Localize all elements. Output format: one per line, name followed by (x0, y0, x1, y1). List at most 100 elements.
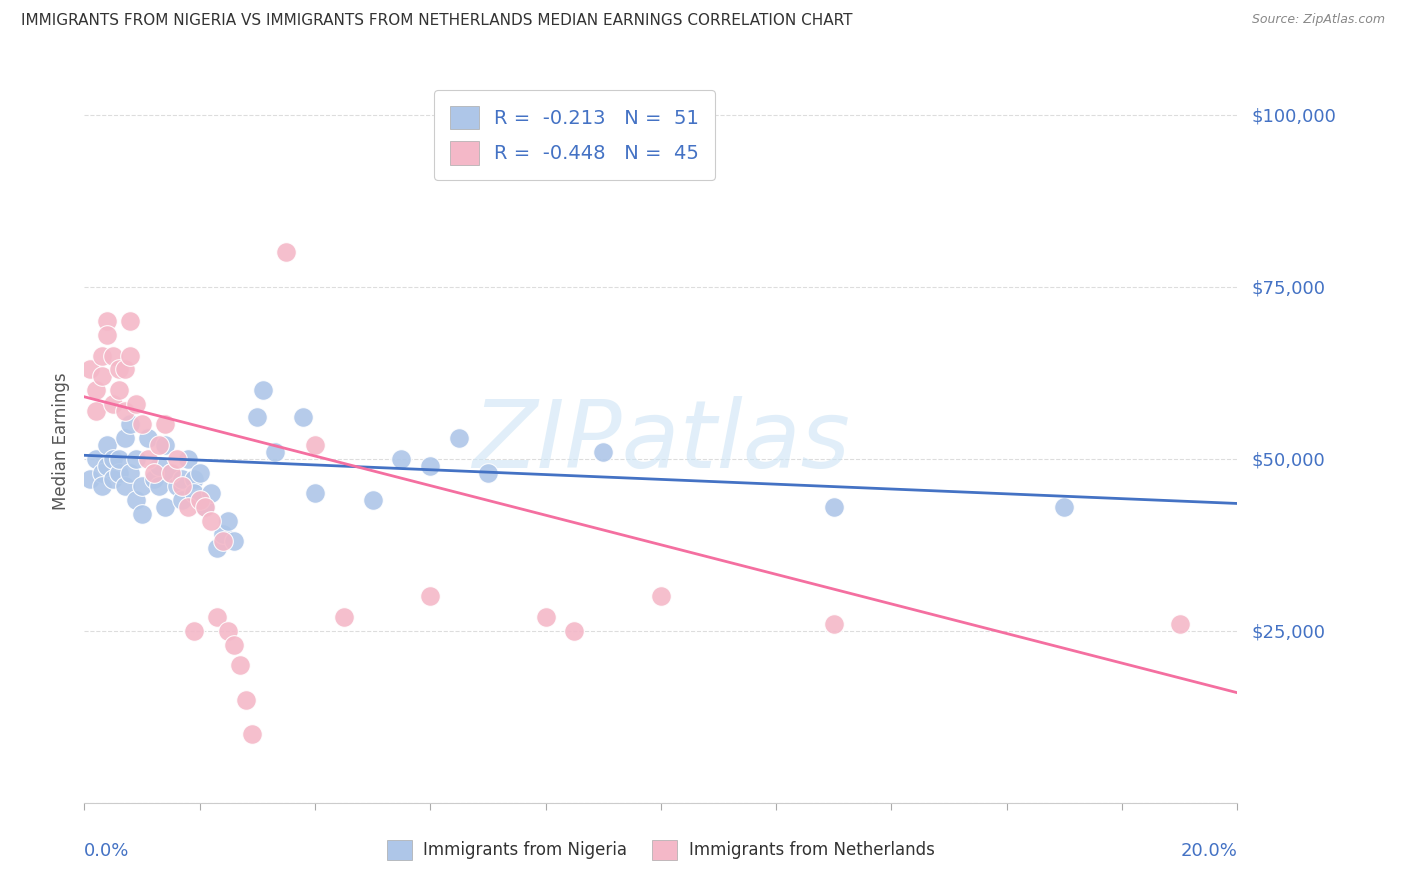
Point (200, 514, 222, 528)
Point (361, 493, 384, 508)
Point (125, 451, 148, 466)
Point (252, 383, 274, 397)
Point (235, 692, 257, 706)
Point (391, 451, 413, 466)
Text: ZIPatlas: ZIPatlas (472, 396, 849, 487)
Point (90, 466, 112, 480)
Point (419, 458, 441, 473)
Point (136, 451, 159, 466)
Point (103, 451, 124, 466)
Point (108, 466, 131, 480)
Point (205, 610, 228, 624)
Point (108, 383, 131, 397)
Point (84, 403, 107, 417)
Point (650, 590, 672, 604)
Point (172, 479, 194, 493)
Point (153, 500, 176, 514)
Point (79, 362, 101, 376)
Point (120, 314, 142, 328)
Point (172, 472, 194, 486)
Point (96, 327, 118, 342)
Point (79, 472, 101, 486)
Point (304, 438, 326, 452)
Point (90, 349, 112, 363)
Point (84, 451, 107, 466)
Point (103, 349, 124, 363)
Point (823, 616, 845, 631)
Point (1168, 616, 1191, 631)
Text: IMMIGRANTS FROM NIGERIA VS IMMIGRANTS FROM NETHERLANDS MEDIAN EARNINGS CORRELATI: IMMIGRANTS FROM NIGERIA VS IMMIGRANTS FR… (21, 13, 852, 29)
Point (333, 610, 356, 624)
Point (177, 451, 200, 466)
Point (229, 658, 252, 673)
Point (84, 383, 107, 397)
Point (120, 466, 142, 480)
Point (166, 451, 188, 466)
Point (160, 466, 183, 480)
Point (103, 397, 124, 411)
Point (211, 527, 233, 541)
Point (120, 417, 142, 432)
Point (172, 493, 194, 508)
Point (114, 431, 136, 445)
Point (114, 479, 136, 493)
Point (120, 349, 142, 363)
Point (419, 590, 441, 604)
Point (153, 417, 176, 432)
Point (246, 410, 269, 425)
Point (148, 438, 170, 452)
Point (96, 314, 118, 328)
Point (477, 466, 499, 480)
Point (188, 493, 211, 508)
Point (276, 245, 298, 260)
Point (218, 514, 240, 528)
Point (131, 417, 153, 432)
Point (148, 458, 170, 473)
Point (114, 362, 136, 376)
Point (108, 362, 131, 376)
Point (160, 466, 183, 480)
Point (142, 466, 165, 480)
Point (534, 610, 557, 624)
Point (131, 507, 153, 521)
Point (125, 397, 148, 411)
Point (304, 486, 326, 500)
Point (166, 479, 188, 493)
Point (564, 624, 586, 638)
Legend: Immigrants from Nigeria, Immigrants from Netherlands: Immigrants from Nigeria, Immigrants from… (380, 833, 942, 867)
Point (224, 534, 246, 549)
Point (823, 500, 845, 514)
Point (188, 466, 211, 480)
Point (177, 500, 200, 514)
Text: Source: ZipAtlas.com: Source: ZipAtlas.com (1251, 13, 1385, 27)
Text: 0.0%: 0.0% (84, 842, 129, 860)
Point (224, 638, 246, 652)
Point (183, 472, 205, 486)
Point (114, 403, 136, 417)
Point (292, 410, 315, 425)
Point (194, 500, 217, 514)
Point (218, 624, 240, 638)
Point (125, 493, 148, 508)
Point (449, 431, 471, 445)
Point (183, 486, 205, 500)
Point (240, 727, 263, 741)
Point (211, 534, 233, 549)
Point (194, 500, 217, 514)
Point (1053, 500, 1076, 514)
Point (592, 445, 614, 459)
Point (183, 624, 205, 638)
Point (148, 479, 170, 493)
Point (90, 479, 112, 493)
Point (200, 486, 222, 500)
Point (103, 472, 124, 486)
Point (136, 431, 159, 445)
Point (96, 458, 118, 473)
Point (142, 472, 165, 486)
Text: 20.0%: 20.0% (1181, 842, 1237, 860)
Point (96, 438, 118, 452)
Point (90, 369, 112, 384)
Point (153, 438, 176, 452)
Point (205, 541, 228, 556)
Point (263, 445, 285, 459)
